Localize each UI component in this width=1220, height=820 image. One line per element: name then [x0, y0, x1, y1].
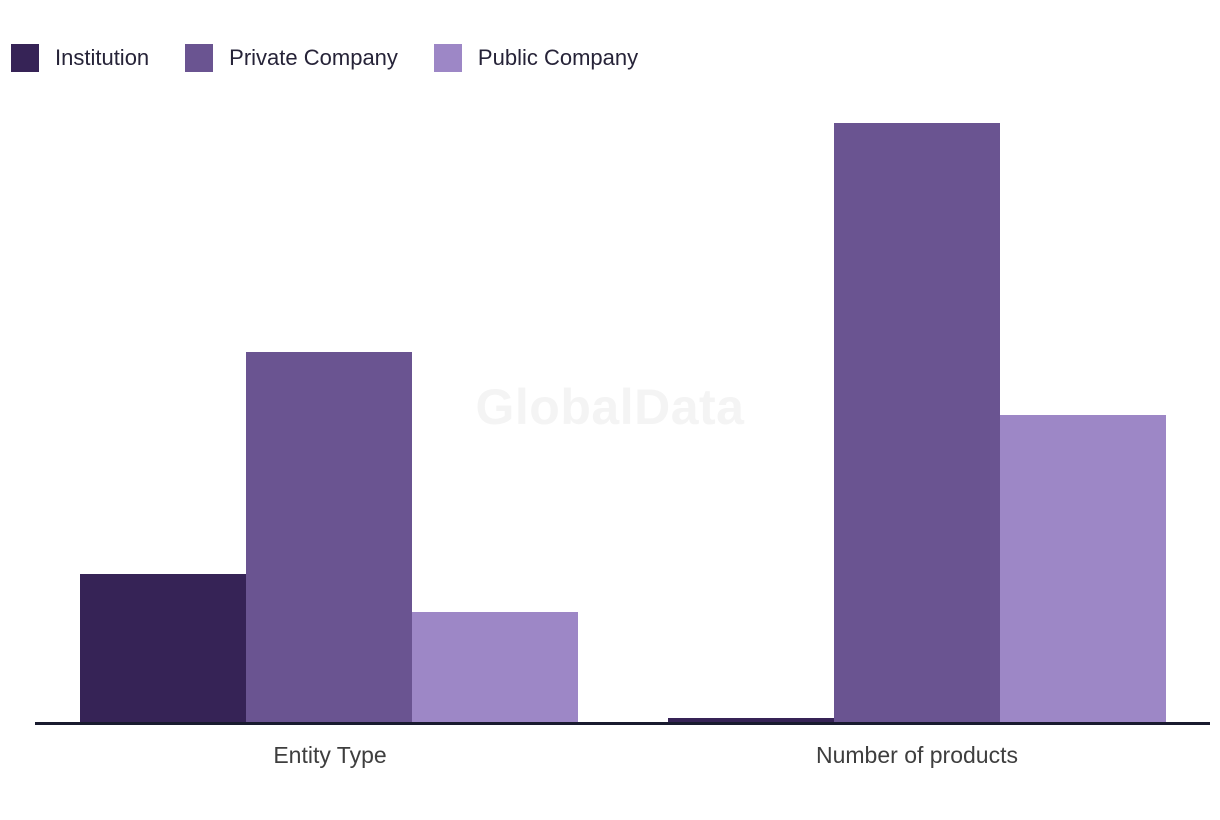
legend-item-public-company[interactable]: Public Company — [433, 44, 639, 72]
legend-item-institution[interactable]: Institution — [11, 44, 149, 72]
x-axis-label-number-of-products: Number of products — [816, 742, 1018, 768]
bar-public-company-number-of-products — [1000, 415, 1166, 722]
bar-public-company-entity-type — [412, 612, 578, 722]
x-axis-label-entity-type: Entity Type — [273, 742, 387, 768]
bar-group-number-of-products — [668, 123, 1166, 722]
globaldata-watermark: GlobalData — [475, 379, 745, 435]
bar-institution-entity-type — [80, 574, 246, 722]
chart-legend: Institution Private Company Public Compa… — [11, 44, 638, 72]
bar-private-company-number-of-products — [834, 123, 1000, 722]
bar-private-company-entity-type — [246, 352, 412, 722]
legend-swatch-public-company — [433, 44, 462, 72]
legend-label-public-company: Public Company — [477, 45, 639, 70]
bar-group-entity-type — [80, 352, 578, 722]
legend-label-private-company: Private Company — [229, 45, 398, 70]
legend-label-institution: Institution — [55, 45, 150, 70]
bar-institution-number-of-products — [668, 718, 834, 722]
legend-swatch-institution — [11, 44, 39, 72]
x-axis-line — [35, 722, 1210, 725]
legend-item-private-company[interactable]: Private Company — [185, 44, 398, 72]
legend-swatch-private-company — [185, 44, 214, 72]
